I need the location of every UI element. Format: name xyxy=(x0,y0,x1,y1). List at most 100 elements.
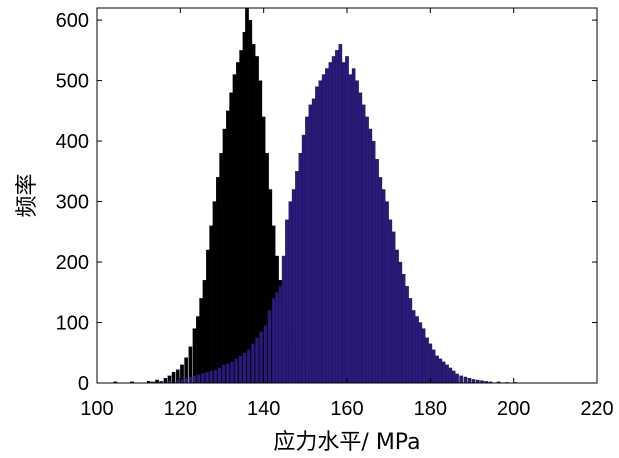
y-axis-label: 频率 xyxy=(15,173,40,217)
y-tick-label: 200 xyxy=(56,252,89,274)
histogram-bar xyxy=(209,225,213,384)
histogram-bar xyxy=(425,337,429,384)
histogram-bar xyxy=(338,44,343,384)
histogram-bar xyxy=(196,316,200,384)
histogram-bar xyxy=(368,128,373,384)
histogram-bar xyxy=(391,231,396,384)
tick-labels: 100 120 140 160 180 200 220 0 100 200 300 400 500 600 xyxy=(56,10,614,420)
histogram-bar xyxy=(217,367,222,384)
histogram-bar xyxy=(463,376,468,384)
histogram-bar xyxy=(411,310,416,384)
histogram-bar xyxy=(206,249,210,384)
histogram-bar xyxy=(184,378,188,384)
histogram-bar xyxy=(232,74,237,384)
histogram-bar xyxy=(418,322,423,384)
x-tick-label: 120 xyxy=(164,398,197,420)
histogram-bar xyxy=(188,376,193,384)
histogram-bar xyxy=(196,374,201,384)
histogram-bar xyxy=(441,361,446,384)
histogram-bar xyxy=(459,375,463,384)
histogram-bar xyxy=(388,219,393,384)
histogram-bar xyxy=(467,378,472,384)
y-tick-label: 500 xyxy=(56,71,89,93)
histogram-bar xyxy=(275,292,279,384)
histogram-bar xyxy=(345,56,349,384)
histogram-bar xyxy=(378,177,383,384)
histogram-bar xyxy=(238,355,243,384)
x-axis-label: 应力水平/ MPa xyxy=(273,430,420,455)
histogram-bar xyxy=(431,349,436,384)
histogram-bar xyxy=(288,201,293,384)
histogram-bar xyxy=(209,370,213,384)
histogram-bar xyxy=(398,261,403,384)
histogram-bar xyxy=(236,62,240,384)
histogram-bar xyxy=(385,201,389,384)
histogram-bar xyxy=(305,116,309,384)
histogram-bar xyxy=(448,367,453,384)
histogram-bar xyxy=(163,378,168,384)
histogram-bar xyxy=(222,128,227,384)
histogram-bar xyxy=(455,373,459,384)
histogram-bar xyxy=(219,153,223,384)
histogram-bar xyxy=(348,74,353,384)
x-tick-label: 140 xyxy=(247,398,280,420)
histogram-bar xyxy=(281,255,286,384)
histogram-bar xyxy=(325,68,329,384)
histogram-bar xyxy=(192,328,197,384)
histogram-bar xyxy=(405,286,409,384)
histogram-bar xyxy=(421,328,426,384)
histogram-bar xyxy=(311,98,316,384)
histogram-bar xyxy=(255,56,259,384)
histogram-bar xyxy=(221,364,226,384)
histogram-bar xyxy=(318,80,323,384)
histogram-bar xyxy=(278,286,283,384)
histogram-bar xyxy=(259,331,263,384)
histogram-bar xyxy=(251,343,255,384)
histogram-bar xyxy=(308,104,313,384)
histogram-bar xyxy=(230,361,234,384)
histogram-bar xyxy=(428,343,433,384)
histogram-bar xyxy=(255,337,259,384)
histogram-bar xyxy=(328,62,333,384)
histogram-bar xyxy=(358,92,363,384)
histogram-bar xyxy=(226,110,230,384)
y-tick-label: 300 xyxy=(56,192,89,214)
y-tick-label: 400 xyxy=(56,131,89,153)
histogram-bar xyxy=(251,44,256,384)
y-tick-label: 0 xyxy=(78,373,89,395)
y-tick-label: 100 xyxy=(56,313,89,335)
histogram-bar xyxy=(202,280,207,384)
histogram-bar xyxy=(291,189,296,384)
histogram-bar xyxy=(435,355,439,384)
histogram-bar xyxy=(351,68,356,384)
histogram-bar xyxy=(335,50,339,384)
histogram-bar xyxy=(263,325,268,384)
histogram-bar xyxy=(192,375,197,384)
histogram-bar xyxy=(213,369,218,384)
x-tick-label: 180 xyxy=(414,398,447,420)
x-tick-label: 200 xyxy=(497,398,530,420)
histogram-bar xyxy=(271,298,276,384)
x-tick-label: 100 xyxy=(80,398,113,420)
histogram-bar xyxy=(415,316,419,384)
histogram-bar xyxy=(199,298,203,384)
histogram-bar xyxy=(401,273,406,384)
y-tick-label: 600 xyxy=(56,10,89,32)
histogram-bar xyxy=(239,50,243,384)
histogram-bar xyxy=(341,62,346,384)
histogram-bar xyxy=(471,379,476,384)
histogram-bar xyxy=(445,364,449,384)
histogram-bar xyxy=(451,370,456,384)
histogram-bar xyxy=(201,373,205,384)
histogram-bar xyxy=(285,219,289,384)
histogram-bar xyxy=(438,358,443,384)
histogram-bar xyxy=(226,363,230,384)
chart-axes xyxy=(96,7,598,384)
histogram-bar xyxy=(331,56,336,384)
histogram-bar xyxy=(205,371,209,384)
histogram-bar xyxy=(245,7,249,384)
histogram-bar xyxy=(229,92,233,384)
histogram-bar xyxy=(298,153,303,384)
histogram-bar xyxy=(395,249,399,384)
